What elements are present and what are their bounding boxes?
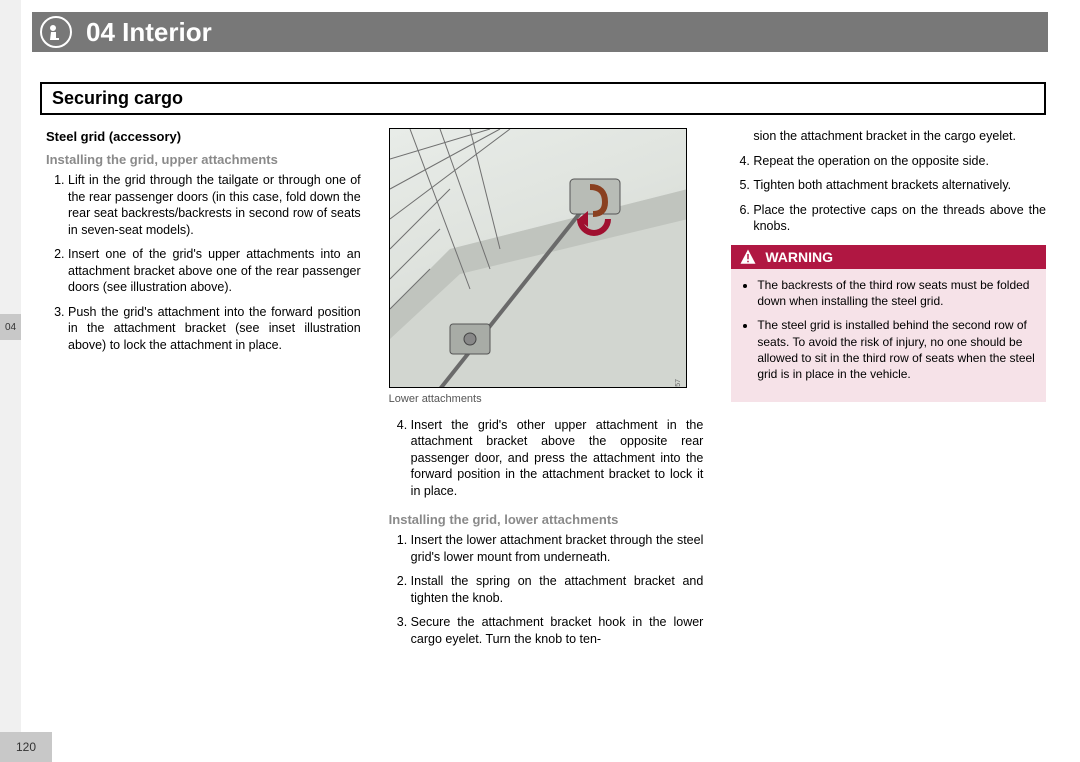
chapter-header: 04 Interior bbox=[32, 12, 1048, 52]
upper-steps: Lift in the grid through the tailgate or… bbox=[46, 172, 361, 353]
content-columns: Steel grid (accessory) Installing the gr… bbox=[46, 128, 1046, 655]
section-title: Securing cargo bbox=[52, 88, 1034, 109]
warning-header: WARNING bbox=[731, 245, 1046, 269]
list-item: Push the grid's attachment into the forw… bbox=[68, 304, 361, 354]
section-title-box: Securing cargo bbox=[40, 82, 1046, 115]
manual-page: 04 04 Interior Securing cargo Steel grid… bbox=[0, 0, 1080, 762]
lower-steps: Insert the lower attachment bracket thro… bbox=[389, 532, 704, 647]
chapter-name: Interior bbox=[122, 17, 212, 47]
list-item: Insert the grid's other upper attachment… bbox=[411, 417, 704, 500]
lower-attachments-subhead: Installing the grid, lower attachments bbox=[389, 511, 704, 528]
lower-steps-cont: Repeat the operation on the opposite sid… bbox=[731, 153, 1046, 235]
list-item: Secure the attachment bracket hook in th… bbox=[411, 614, 704, 647]
warning-icon bbox=[739, 248, 757, 266]
chapter-number: 04 bbox=[86, 17, 115, 47]
upper-attachments-subhead: Installing the grid, upper attachments bbox=[46, 151, 361, 168]
left-margin bbox=[0, 0, 21, 762]
svg-text:G327057: G327057 bbox=[675, 379, 682, 388]
chapter-title: 04 Interior bbox=[86, 17, 212, 48]
side-tab: 04 bbox=[0, 314, 21, 340]
column-1: Steel grid (accessory) Installing the gr… bbox=[46, 128, 361, 655]
list-item: Lift in the grid through the tailgate or… bbox=[68, 172, 361, 238]
list-item: Install the spring on the attachment bra… bbox=[411, 573, 704, 606]
warning-title: WARNING bbox=[765, 248, 833, 266]
list-item: Tighten both attachment brackets alterna… bbox=[753, 177, 1046, 194]
upper-steps-cont: Insert the grid's other upper attachment… bbox=[389, 417, 704, 500]
warning-bullet: The steel grid is installed behind the s… bbox=[757, 317, 1036, 382]
steel-grid-heading: Steel grid (accessory) bbox=[46, 128, 361, 145]
lower-attachments-figure: G327057 bbox=[389, 128, 687, 388]
page-number: 120 bbox=[0, 732, 52, 762]
column-3: sion the attachment bracket in the cargo… bbox=[731, 128, 1046, 655]
warning-body: The backrests of the third row seats mus… bbox=[731, 269, 1046, 402]
seat-icon bbox=[40, 16, 72, 48]
list-item: Insert the lower attachment bracket thro… bbox=[411, 532, 704, 565]
column-2: G327057 Lower attachments Insert the gri… bbox=[389, 128, 704, 655]
figure-caption: Lower attachments bbox=[389, 392, 704, 407]
list-item: Repeat the operation on the opposite sid… bbox=[753, 153, 1046, 170]
list-item: Insert one of the grid's upper attachmen… bbox=[68, 246, 361, 296]
continuation-text: sion the attachment bracket in the cargo… bbox=[731, 128, 1046, 145]
warning-bullet: The backrests of the third row seats mus… bbox=[757, 277, 1036, 309]
list-item: Place the protective caps on the threads… bbox=[753, 202, 1046, 235]
